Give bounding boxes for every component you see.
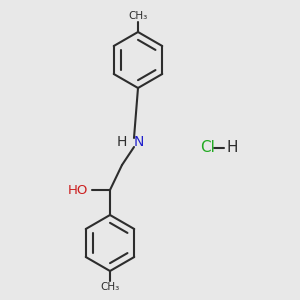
Text: HO: HO: [68, 184, 88, 196]
Text: CH₃: CH₃: [100, 282, 120, 292]
Text: CH₃: CH₃: [128, 11, 148, 21]
Text: N: N: [134, 135, 144, 149]
Text: Cl: Cl: [200, 140, 215, 155]
Text: H: H: [226, 140, 238, 155]
Text: H: H: [117, 135, 127, 149]
